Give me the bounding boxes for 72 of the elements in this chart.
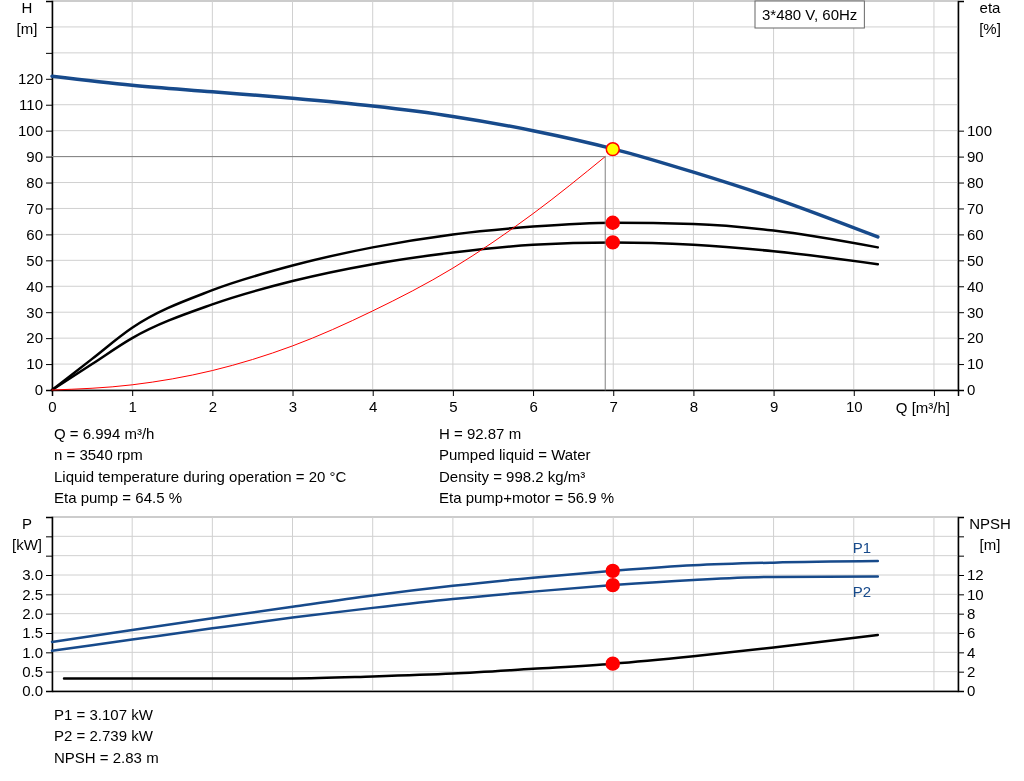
y-tick-label: 50 [26, 251, 43, 269]
y-tick-label: 110 [19, 96, 43, 114]
y-tick-label: 60 [26, 225, 43, 243]
y-tick-label: 1.5 [22, 624, 43, 642]
text: Eta pump = 64.5 % [54, 488, 182, 506]
x-tick-label: 9 [769, 397, 779, 415]
y-tick-label: 20 [26, 329, 43, 347]
text: n = 3540 rpm [54, 446, 143, 464]
x-tick-label: 0 [48, 397, 57, 415]
line-series [50, 74, 880, 239]
text: P2 = 2.739 kW [54, 727, 154, 745]
line-series [50, 559, 880, 644]
y-tick-label: 3.0 [22, 566, 43, 584]
x-tick-label: 5 [449, 397, 458, 415]
line-series [62, 633, 880, 680]
x-tick-label: 10 [845, 397, 863, 415]
y-tick-label: 120 [17, 70, 43, 88]
text: Eta pump+motor = 56.9 % [439, 488, 615, 506]
y-tick-label: 80 [26, 173, 43, 191]
y2-tick-label: 6 [967, 624, 976, 642]
text: NPSH = 2.83 m [54, 748, 159, 766]
y-tick-label: 0.0 [22, 682, 43, 700]
y2-tick-label: 10 [967, 355, 984, 373]
x-tick-label: 8 [689, 397, 699, 415]
y2-tick-label: 80 [967, 173, 984, 191]
y2-tick-label: 12 [967, 566, 984, 584]
x-tick-label: 4 [369, 397, 378, 415]
series-label: P1 [852, 539, 872, 557]
x-tick-label: 1 [128, 397, 137, 415]
y2-tick-label: 60 [967, 225, 984, 243]
y2-axis-title: eta [%] [979, 0, 1002, 37]
y-tick-label: 1.0 [22, 643, 43, 661]
y2-tick-label: 8 [967, 604, 976, 622]
text: Q = 6.994 m³/h [54, 425, 155, 442]
text: Density = 998.2 kg/m³ [439, 467, 586, 485]
y2-tick-label: 4 [967, 643, 976, 661]
y2-tick-label: 20 [967, 329, 984, 347]
x-tick-label: 2 [208, 397, 218, 415]
y2-tick-label: 0 [967, 682, 976, 700]
chart-title: 3*480 V, 60Hz [762, 6, 858, 23]
y-tick-label: 100 [17, 121, 43, 139]
series-label: P2 [852, 582, 872, 600]
y2-tick-label: 0 [967, 381, 976, 399]
y2-tick-label: 40 [967, 277, 984, 295]
text: P1 = 3.107 kW [54, 706, 154, 723]
y2-tick-label: 90 [967, 147, 984, 165]
y-tick-label: 2.0 [22, 604, 43, 622]
y-tick-label: 2.5 [22, 585, 43, 603]
y-tick-label: 10 [26, 355, 43, 373]
y-tick-label: 90 [26, 147, 43, 165]
text: H = 92.87 m [439, 425, 522, 442]
line-series [50, 575, 880, 653]
y-tick-label: 0.5 [22, 662, 43, 680]
y-tick-label: 40 [26, 277, 43, 295]
y-tick-label: 0 [34, 381, 43, 399]
x-axis-title: Q [m³/h] [895, 399, 950, 416]
y-tick-label: 70 [26, 199, 43, 217]
x-tick-label: 7 [609, 397, 618, 415]
y2-tick-label: 2 [967, 662, 976, 680]
y2-tick-label: 50 [967, 251, 984, 269]
x-tick-label: 6 [529, 397, 538, 415]
y-axis-title: P [kW] [12, 515, 42, 553]
x-tick-label: 3 [288, 397, 298, 415]
text: Liquid temperature during operation = 20 °C [54, 467, 347, 485]
y-tick-label: 30 [26, 303, 43, 321]
y-axis-title: H [m] [16, 0, 38, 37]
y2-tick-label: 10 [967, 585, 984, 603]
y2-tick-label: 70 [967, 199, 984, 217]
y2-axis-title: NPSH [m] [969, 515, 1011, 553]
y2-tick-label: 100 [967, 121, 993, 139]
text: Pumped liquid = Water [439, 446, 591, 464]
y2-tick-label: 30 [967, 303, 984, 321]
